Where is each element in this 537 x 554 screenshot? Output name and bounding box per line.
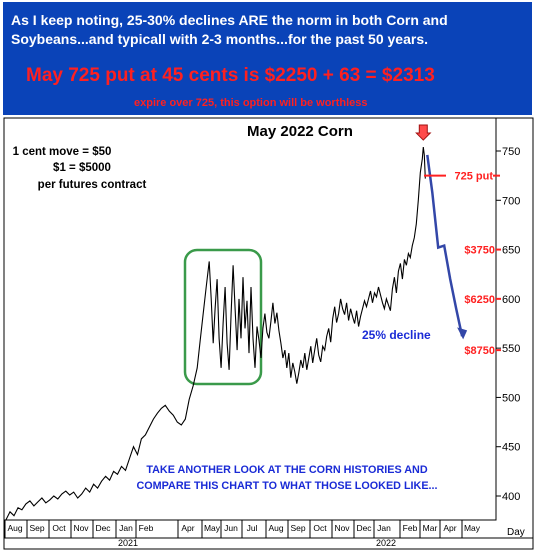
peak-down-arrow-icon bbox=[415, 124, 432, 141]
x-month-label: Feb bbox=[403, 523, 418, 533]
price-label: $3750 bbox=[464, 245, 495, 257]
x-month-label: Nov bbox=[73, 523, 89, 533]
highlight-box bbox=[183, 248, 263, 386]
year-label: 2022 bbox=[376, 538, 396, 548]
footer-note-line: COMPARE THIS CHART TO WHAT THOSE LOOKED … bbox=[136, 480, 437, 492]
x-month-label: Oct bbox=[52, 523, 66, 533]
header-line-2: Soybeans...and typicall with 2-3 months.… bbox=[11, 31, 429, 47]
scale-note-line: per futures contract bbox=[38, 179, 147, 191]
x-month-label: Oct bbox=[313, 523, 327, 533]
x-month-label: Feb bbox=[139, 523, 154, 533]
x-month-label: Mar bbox=[423, 523, 438, 533]
footer-note-line: TAKE ANOTHER LOOK AT THE CORN HISTORIES … bbox=[146, 464, 428, 476]
x-month-label: Nov bbox=[334, 523, 350, 533]
price-label: $6250 bbox=[464, 294, 495, 306]
x-month-label: May bbox=[464, 523, 481, 533]
scale-note-line: $1 = $5000 bbox=[53, 162, 111, 174]
year-label: 2021 bbox=[118, 538, 138, 548]
x-month-label: Jan bbox=[119, 523, 133, 533]
header-banner: As I keep noting, 25-30% declines ARE th… bbox=[3, 2, 532, 115]
subline: expire over 725, this option will be wor… bbox=[134, 97, 368, 109]
y-tick-label: 700 bbox=[502, 195, 520, 207]
x-month-label: Sep bbox=[29, 523, 44, 533]
x-month-label: May bbox=[204, 523, 221, 533]
headline: May 725 put at 45 cents is $2250 + 63 = … bbox=[26, 65, 435, 86]
x-month-label: Apr bbox=[443, 523, 456, 533]
y-tick-label: 450 bbox=[502, 442, 520, 454]
projection-arrowhead bbox=[457, 327, 468, 340]
y-tick-label: 400 bbox=[502, 491, 520, 503]
price-line bbox=[5, 147, 426, 520]
x-month-label: Jul bbox=[247, 523, 258, 533]
x-month-label: Jan bbox=[377, 523, 391, 533]
price-label: $8750 bbox=[464, 345, 495, 357]
scale-note-line: 1 cent move = $50 bbox=[13, 146, 112, 158]
chart-title: May 2022 Corn bbox=[247, 123, 353, 140]
x-month-label: Dec bbox=[356, 523, 372, 533]
y-tick-label: 750 bbox=[502, 146, 520, 158]
x-month-label: Aug bbox=[7, 523, 22, 533]
projection-line bbox=[426, 154, 464, 337]
y-tick-label: 600 bbox=[502, 294, 520, 306]
header-line-1: As I keep noting, 25-30% declines ARE th… bbox=[11, 12, 448, 28]
y-tick-label: 650 bbox=[502, 245, 520, 257]
x-month-label: Dec bbox=[95, 523, 111, 533]
x-axis-label: Day bbox=[507, 527, 525, 538]
decline-label: 25% decline bbox=[362, 328, 431, 342]
put-label: 725 put bbox=[454, 171, 493, 183]
x-month-label: Sep bbox=[290, 523, 305, 533]
outer-frame bbox=[3, 117, 534, 550]
y-tick-label: 550 bbox=[502, 343, 520, 355]
y-tick-label: 500 bbox=[502, 392, 520, 404]
x-month-label: Jun bbox=[224, 523, 238, 533]
x-month-label: Apr bbox=[181, 523, 194, 533]
x-month-label: Aug bbox=[268, 523, 283, 533]
